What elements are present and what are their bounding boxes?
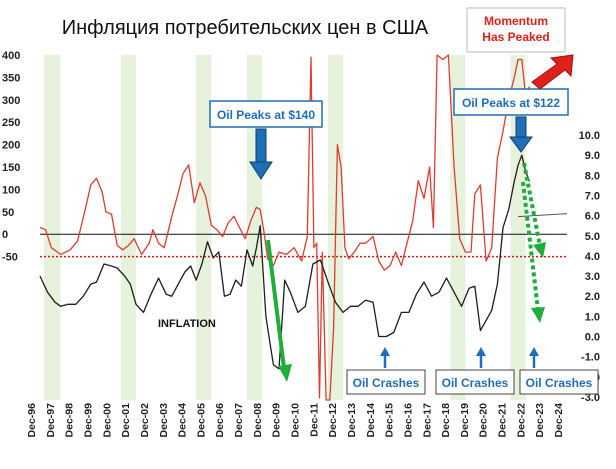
x-tick-label: Dec-99 (82, 403, 94, 438)
shaded-period-5 (450, 55, 466, 400)
oil-crashes-label-1: Oil Crashes (353, 376, 420, 390)
oil-crashes-label-2: Oil Crashes (442, 376, 509, 390)
x-tick-label: Dec-16 (402, 403, 414, 438)
right-tick-label: 2.0 (585, 291, 600, 303)
left-tick-label: 250 (2, 117, 20, 129)
x-tick-label: Dec-23 (534, 403, 546, 438)
x-tick-label: Dec-11 (308, 403, 320, 437)
trend-line (518, 213, 568, 218)
x-tick-label: Dec-21 (497, 403, 509, 438)
right-tick-label: 7.0 (585, 190, 600, 202)
left-tick-label: 50 (2, 207, 14, 219)
momentum-label: Momentum Has Peaked (482, 14, 549, 44)
green-solid-arrow (266, 239, 292, 382)
x-tick-label: Dec-05 (195, 403, 207, 438)
right-tick-label: 4.0 (585, 251, 600, 263)
chart-title: Инфляция потребительских цен в США (62, 17, 429, 39)
data-lines (39, 54, 531, 401)
x-tick-label: Dec-02 (139, 403, 151, 438)
x-tick-label: Dec-18 (440, 403, 452, 438)
oil-crash-arrow-3 (529, 347, 539, 368)
right-tick-label: 6.0 (585, 211, 600, 223)
x-tick-label: Dec-14 (365, 403, 377, 438)
x-tick-label: Dec-10 (290, 403, 302, 438)
oil-crash-arrow-1 (380, 347, 390, 368)
x-tick-label: Dec-22 (515, 403, 527, 438)
reference-lines (40, 213, 568, 258)
oil-crashes-box-2 (435, 369, 515, 395)
x-tick-label: Dec-08 (252, 403, 264, 438)
momentum-label-line: Momentum (484, 14, 548, 28)
right-tick-label: -3.0 (581, 392, 600, 404)
left-tick-label: 150 (2, 162, 20, 174)
x-tick-label: Dec-12 (327, 403, 339, 438)
x-tick-label: Dec-98 (64, 403, 76, 438)
x-tick-label: Dec-13 (346, 403, 358, 438)
oil-crash-arrow-2 (476, 347, 486, 368)
x-tick-label: Dec-00 (101, 403, 113, 438)
x-tick-label: Dec-01 (120, 403, 132, 438)
left-tick-label: -50 (2, 252, 18, 264)
green-dotted-arrow-2 (521, 181, 545, 323)
x-tick-label: Dec-24 (553, 403, 565, 438)
x-axis-ticks: Dec-96 Dec-97 Dec-98 Dec-99 Dec-00 Dec-01 Dec-… (26, 403, 565, 438)
oil-peak-122-label: Oil Peaks at $122 (462, 96, 560, 110)
x-tick-label: Dec-96 (26, 403, 38, 438)
x-tick-label: Dec-06 (214, 403, 226, 438)
oil-peak-122-box (453, 88, 569, 116)
x-tick-label: Dec-97 (45, 403, 57, 438)
right-tick-label: 9.0 (585, 150, 600, 162)
shaded-period-1 (120, 55, 136, 400)
oil-crashes-label-3: Oil Crashes (526, 376, 593, 390)
right-tick-label: 0.0 (585, 332, 600, 344)
oil-peak-140-box (209, 100, 323, 128)
green-dotted-arrow-1 (522, 162, 546, 258)
left-tick-label: 300 (2, 95, 20, 107)
oil-crashes-box-3 (519, 369, 599, 395)
x-tick-label: Dec-07 (233, 403, 245, 438)
inflation-series-line (39, 154, 531, 370)
x-tick-label: Dec-19 (459, 403, 471, 438)
right-axis-ticks: 10.09.08.07.06.05.04.03.02.01.00.0-1.0-2… (579, 130, 600, 404)
left-tick-label: 400 (2, 50, 20, 62)
right-tick-label: 3.0 (585, 271, 600, 283)
left-axis-ticks: 400 350 300 250 200 150 100 50 0 -50 (2, 50, 20, 264)
shaded-period-2 (196, 55, 212, 400)
x-tick-label: Dec-04 (177, 403, 189, 438)
momentum-arrow (531, 54, 574, 90)
x-tick-label: Dec-09 (271, 403, 283, 438)
inflation-label: INFLATION (158, 318, 216, 330)
left-tick-label: 200 (2, 140, 20, 152)
left-tick-label: 0 (2, 229, 8, 241)
left-tick-label: 350 (2, 72, 20, 84)
oil-peak-140-label: Oil Peaks at $140 (217, 108, 315, 122)
right-tick-label: 1.0 (585, 311, 600, 323)
right-tick-label: -1.0 (581, 352, 600, 364)
shaded-period-0 (43, 55, 61, 400)
momentum-label-line: Has Peaked (482, 30, 549, 44)
left-tick-label: 100 (2, 184, 20, 196)
momentum-box (466, 7, 566, 53)
right-tick-label: 10.0 (579, 130, 600, 142)
x-tick-label: Dec-15 (384, 403, 396, 438)
x-tick-label: Dec-20 (478, 403, 490, 438)
oil-crashes-box-1 (346, 369, 426, 395)
oil-peak-140-arrow (249, 128, 273, 180)
momentum-series-line (39, 54, 530, 401)
x-tick-label: Dec-17 (421, 403, 433, 438)
oil-peak-122-arrow (509, 116, 533, 153)
right-tick-label: 5.0 (585, 231, 600, 243)
x-tick-label: Dec-03 (158, 403, 170, 438)
right-tick-label: 8.0 (585, 170, 600, 182)
